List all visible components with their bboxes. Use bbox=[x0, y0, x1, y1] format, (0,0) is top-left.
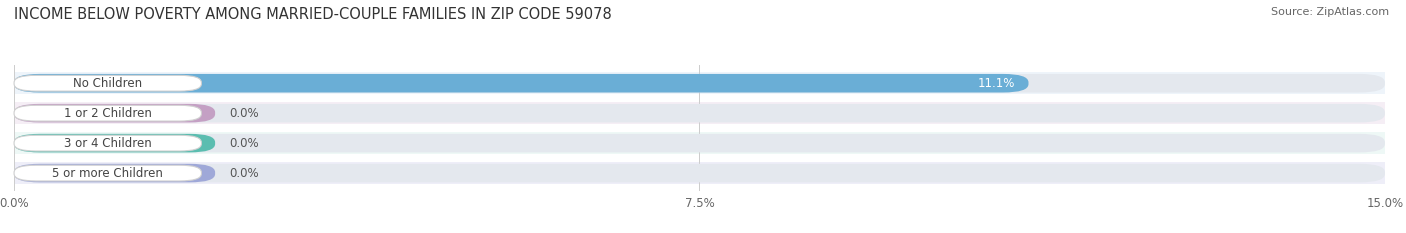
Text: 1 or 2 Children: 1 or 2 Children bbox=[63, 107, 152, 120]
Text: 0.0%: 0.0% bbox=[229, 167, 259, 180]
Text: No Children: No Children bbox=[73, 77, 142, 90]
Text: 0.0%: 0.0% bbox=[229, 107, 259, 120]
Text: INCOME BELOW POVERTY AMONG MARRIED-COUPLE FAMILIES IN ZIP CODE 59078: INCOME BELOW POVERTY AMONG MARRIED-COUPL… bbox=[14, 7, 612, 22]
FancyBboxPatch shape bbox=[14, 164, 215, 182]
Text: 3 or 4 Children: 3 or 4 Children bbox=[63, 137, 152, 150]
Text: Source: ZipAtlas.com: Source: ZipAtlas.com bbox=[1271, 7, 1389, 17]
FancyBboxPatch shape bbox=[14, 165, 201, 181]
FancyBboxPatch shape bbox=[14, 72, 1385, 94]
FancyBboxPatch shape bbox=[14, 75, 201, 91]
FancyBboxPatch shape bbox=[14, 134, 1385, 152]
FancyBboxPatch shape bbox=[14, 105, 201, 121]
FancyBboxPatch shape bbox=[14, 134, 215, 152]
FancyBboxPatch shape bbox=[14, 164, 1385, 182]
FancyBboxPatch shape bbox=[14, 135, 201, 151]
FancyBboxPatch shape bbox=[14, 162, 1385, 184]
FancyBboxPatch shape bbox=[14, 102, 1385, 124]
FancyBboxPatch shape bbox=[14, 74, 1385, 93]
Text: 11.1%: 11.1% bbox=[977, 77, 1015, 90]
FancyBboxPatch shape bbox=[14, 104, 1385, 123]
FancyBboxPatch shape bbox=[14, 132, 1385, 154]
FancyBboxPatch shape bbox=[14, 74, 1029, 93]
Text: 0.0%: 0.0% bbox=[229, 137, 259, 150]
Text: 5 or more Children: 5 or more Children bbox=[52, 167, 163, 180]
FancyBboxPatch shape bbox=[14, 104, 215, 123]
